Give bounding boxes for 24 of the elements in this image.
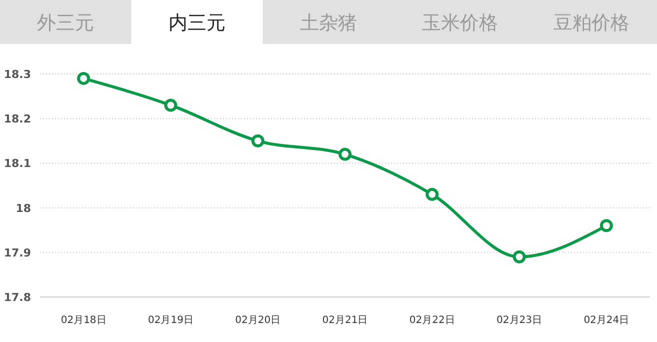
y-tick-label: 18.2 [4, 112, 31, 126]
x-tick-label: 02月22日 [409, 315, 455, 326]
point [338, 148, 352, 161]
x-tick-label: 02月24日 [584, 315, 630, 326]
point [512, 250, 526, 264]
point [251, 134, 264, 148]
x-tick-label: 02月19日 [148, 315, 194, 326]
tab: 外三元 [0, 0, 132, 44]
y-tick-label: 18.3 [4, 68, 31, 81]
tab: 玉米价格 [394, 0, 526, 44]
point [77, 72, 90, 85]
y-tick-label: 18.1 [4, 157, 31, 170]
tab: 豆粕价格 [526, 0, 657, 44]
x-tick-label: 02月18日 [60, 315, 106, 326]
y-tick-label: 17.8 [4, 291, 31, 304]
point [600, 219, 613, 232]
point [164, 98, 178, 112]
x-tick-label: 02月21日 [322, 315, 368, 326]
y-tick-label: 18 [16, 202, 31, 215]
y-tick-label: 17.9 [4, 246, 31, 260]
point [426, 188, 439, 201]
x-tick-label: 02月23日 [496, 315, 542, 326]
tab: 土杂猪 [262, 0, 394, 44]
x-tick-label: 02月20日 [235, 315, 281, 326]
